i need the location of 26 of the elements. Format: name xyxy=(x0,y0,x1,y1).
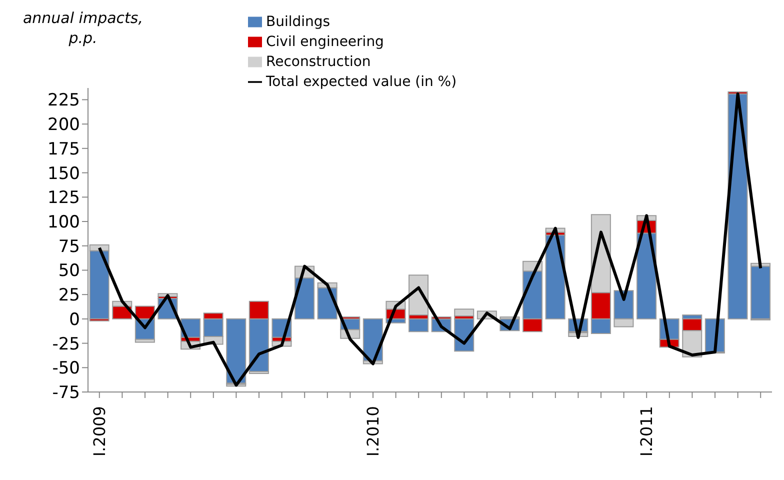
y-tick-label: 100 xyxy=(48,212,80,233)
y-tick-label: -75 xyxy=(52,383,80,404)
y-tick-label: 125 xyxy=(48,188,80,208)
y-tick-label: 75 xyxy=(58,236,80,257)
legend-label: Buildings xyxy=(266,14,330,30)
y-axis-title: annual impacts, p.p. xyxy=(22,8,144,48)
y-tick-label: 175 xyxy=(48,139,80,160)
bar xyxy=(454,308,474,316)
x-tick-label: I.2009 xyxy=(90,406,109,457)
y-tick-label: -50 xyxy=(52,358,80,379)
y-tick-label: 25 xyxy=(58,286,80,306)
legend-label: Total expected value (in %) xyxy=(266,74,457,90)
bar xyxy=(408,318,429,332)
y-tick-label: 225 xyxy=(48,90,80,111)
y-tick-label: -25 xyxy=(52,334,80,354)
y-tick-label: 0 xyxy=(69,310,80,330)
x-tick-label: I.2011 xyxy=(637,406,656,457)
y-tick-label: 50 xyxy=(58,261,80,282)
x-tick-label: I.2010 xyxy=(364,406,382,457)
legend-label: Reconstruction xyxy=(266,54,371,70)
line-series xyxy=(98,92,762,387)
y-tick-label: 150 xyxy=(48,164,80,184)
bar xyxy=(226,318,246,384)
bar xyxy=(750,266,771,320)
y-tick-label: 200 xyxy=(48,115,80,136)
legend-label: Civil engineering xyxy=(266,34,384,50)
